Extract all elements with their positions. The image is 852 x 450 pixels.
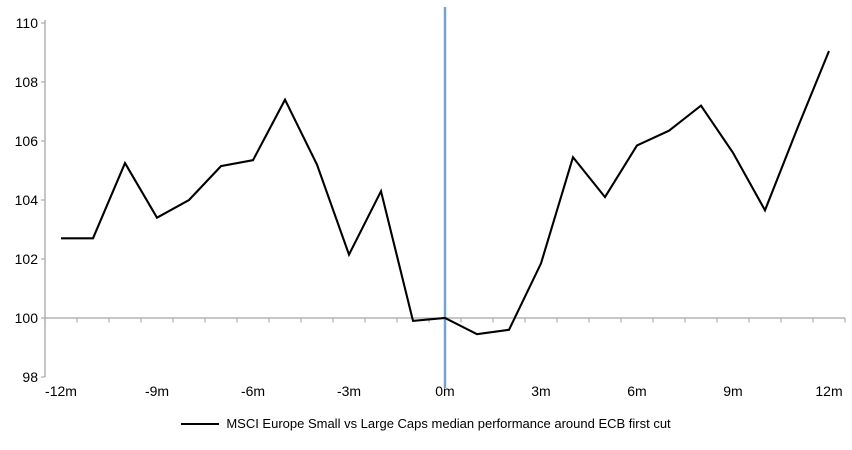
legend: MSCI Europe Small vs Large Caps median p… [0, 416, 852, 431]
y-tick-label: 100 [15, 310, 39, 326]
legend-line-icon [181, 422, 220, 425]
legend-label: MSCI Europe Small vs Large Caps median p… [226, 416, 671, 431]
x-tick-label: 12m [815, 383, 842, 399]
x-tick-label: -12m [45, 383, 77, 399]
x-tick-label: -9m [145, 383, 169, 399]
y-tick-label: 104 [15, 192, 39, 208]
y-tick-label: 110 [16, 15, 39, 31]
y-tick-label: 106 [15, 133, 39, 149]
x-tick-label: 6m [627, 383, 646, 399]
x-tick-label: 0m [435, 383, 454, 399]
x-tick-label: 3m [531, 383, 550, 399]
y-tick-label: 98 [22, 369, 38, 385]
y-tick-label: 102 [15, 251, 39, 267]
x-tick-label: -6m [241, 383, 265, 399]
series-line [61, 50, 830, 336]
x-tick-label: 9m [723, 383, 742, 399]
y-tick-label: 108 [15, 74, 39, 90]
x-tick-label: -3m [337, 383, 361, 399]
